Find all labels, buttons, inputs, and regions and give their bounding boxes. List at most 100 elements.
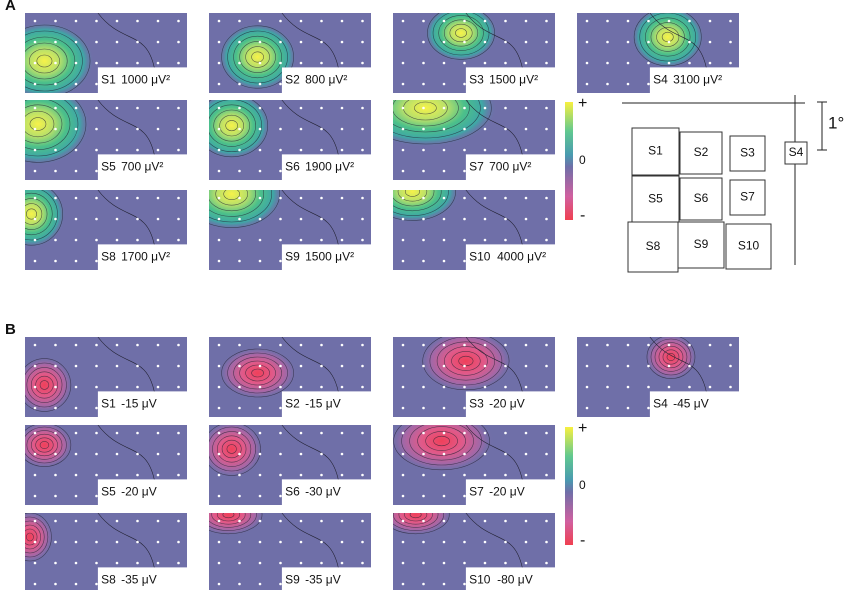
electrode — [585, 40, 589, 44]
electrode — [463, 343, 466, 347]
electrode — [33, 196, 37, 200]
electrode — [422, 196, 425, 200]
stimulus-diagram: 1° — [622, 95, 844, 265]
electrode — [177, 19, 180, 23]
topo-map: S7 -20 μV — [393, 425, 555, 505]
electrode — [136, 343, 139, 347]
electrode — [401, 364, 405, 368]
colorbar — [565, 102, 573, 220]
electrode — [299, 540, 303, 544]
electrode — [177, 431, 180, 435]
electrode — [177, 217, 180, 221]
electrode — [54, 364, 57, 368]
colorbar-minus: - — [580, 532, 585, 549]
electrode — [442, 217, 446, 221]
electrode — [442, 406, 446, 410]
stimulus-label: S10 — [469, 572, 491, 586]
contour — [221, 439, 242, 459]
electrode — [545, 385, 548, 389]
electrode — [217, 217, 221, 221]
electrode — [483, 385, 487, 389]
electrode — [442, 61, 446, 65]
stimulus-label: S4 — [653, 396, 668, 410]
electrode — [422, 40, 425, 44]
electrode — [217, 406, 221, 410]
electrode — [95, 106, 98, 110]
electrode — [33, 494, 37, 498]
stimulus-label: S8 — [101, 249, 116, 263]
electrode — [463, 40, 466, 44]
panel-label: B — [5, 321, 16, 338]
electrode — [54, 127, 57, 131]
electrode — [606, 82, 609, 86]
electrode — [442, 259, 446, 263]
topo-map: S3 -20 μV — [393, 337, 555, 417]
electrode — [238, 82, 241, 86]
electrode — [585, 406, 589, 410]
electrode — [258, 61, 262, 65]
electrode — [136, 561, 139, 565]
electrode — [504, 431, 507, 435]
electrode — [54, 19, 57, 23]
contour — [449, 23, 473, 43]
electrode — [279, 169, 282, 173]
electrode — [422, 259, 425, 263]
electrode — [115, 519, 119, 523]
electrode — [54, 385, 57, 389]
electrode — [320, 364, 323, 368]
activity-blob — [393, 100, 497, 147]
electrode — [647, 406, 650, 410]
electrode — [279, 238, 282, 242]
electrode — [33, 169, 37, 173]
electrode — [279, 82, 282, 86]
contour — [245, 46, 270, 68]
electrode — [504, 519, 507, 523]
electrode — [115, 494, 119, 498]
electrode — [524, 561, 528, 565]
electrode — [299, 431, 303, 435]
electrode — [442, 452, 446, 456]
electrode — [463, 217, 466, 221]
contour — [25, 100, 87, 163]
electrode — [442, 385, 446, 389]
electrode — [626, 82, 630, 86]
electrode — [33, 40, 37, 44]
scale-label: 1° — [828, 113, 844, 132]
electrode — [74, 473, 78, 477]
contour — [25, 30, 83, 92]
electrode — [156, 40, 160, 44]
electrode — [463, 561, 466, 565]
contour — [666, 353, 676, 361]
electrode — [401, 82, 405, 86]
electrode — [401, 406, 405, 410]
contour — [233, 35, 282, 79]
electrode — [483, 473, 487, 477]
contour — [25, 532, 34, 542]
electrode — [299, 148, 303, 152]
electrode — [422, 238, 425, 242]
electrode — [156, 452, 160, 456]
contour — [26, 430, 63, 460]
electrode — [74, 40, 78, 44]
electrode — [33, 19, 37, 23]
electrode — [136, 19, 139, 23]
electrode — [95, 82, 98, 86]
topo-map: S10 -80 μV — [393, 513, 555, 590]
electrode — [115, 127, 119, 131]
electrode — [279, 519, 282, 523]
contour — [25, 208, 37, 220]
electrode — [708, 385, 712, 389]
electrode — [33, 148, 37, 152]
stimulus-label: S4 — [653, 72, 668, 86]
electrode — [299, 196, 303, 200]
stimulus-box — [677, 221, 725, 269]
electrode — [524, 519, 528, 523]
electrode — [279, 406, 282, 410]
panel-label: A — [5, 0, 16, 14]
electrode — [279, 364, 282, 368]
electrode — [95, 196, 98, 200]
electrode — [115, 238, 119, 242]
electrode — [177, 127, 180, 131]
electrode — [258, 238, 262, 242]
electrode — [483, 61, 487, 65]
